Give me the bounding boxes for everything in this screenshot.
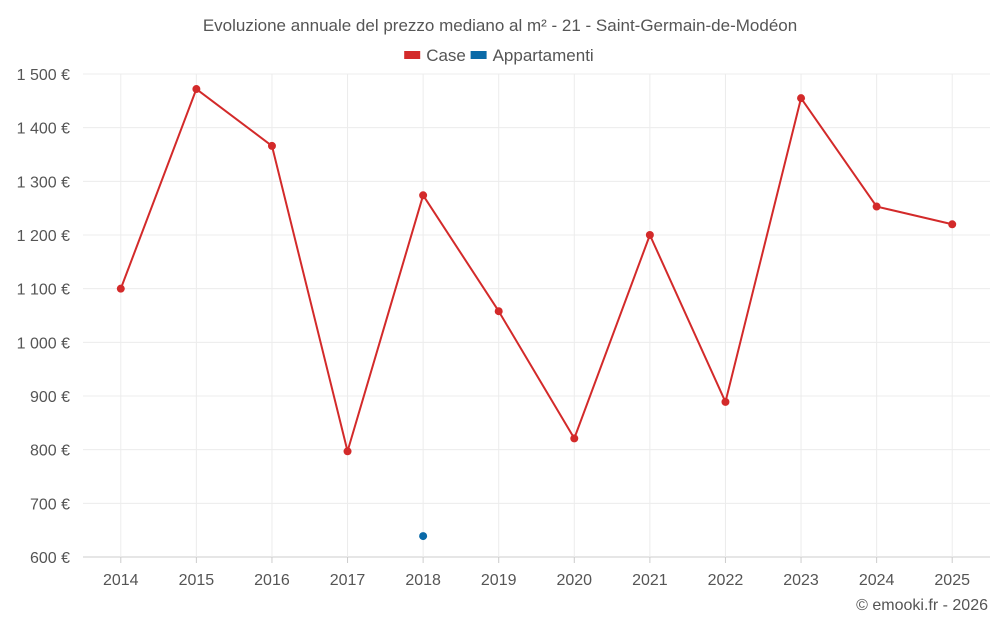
y-tick-label: 800 € [30,443,70,460]
y-tick-label: 1 100 € [17,282,70,299]
legend-item-appartamenti[interactable]: Appartamenti [470,46,594,65]
legend-label: Case [426,46,466,65]
data-point-case[interactable] [645,231,654,239]
y-tick-label: 1 500 € [17,67,70,84]
x-tick-label: 2019 [481,572,517,589]
x-tick-label: 2018 [405,572,441,589]
legend-label: Appartamenti [493,46,594,65]
data-point-case[interactable] [419,191,428,200]
data-point-case[interactable] [192,85,201,94]
data-point-case[interactable] [116,284,125,293]
data-point-case[interactable] [872,202,881,211]
x-tick-label: 2024 [859,572,895,589]
y-tick-label: 1 200 € [17,228,70,245]
data-point-case[interactable] [570,434,579,443]
legend-swatch [404,51,421,59]
data-point-case[interactable] [343,447,352,456]
x-tick-label: 2025 [934,572,970,589]
data-point-case[interactable] [948,220,957,229]
legend-swatch [470,51,487,59]
grid [83,73,990,558]
y-tick-label: 700 € [30,496,70,513]
x-tick-label: 2017 [330,572,366,589]
data-point-appartamenti[interactable] [419,532,428,541]
legend-item-case[interactable]: Case [404,46,466,65]
y-tick-label: 900 € [30,389,70,406]
data-point-case[interactable] [494,307,503,316]
x-tick-label: 2015 [179,572,215,589]
x-tick-label: 2016 [254,572,290,589]
data-point-case[interactable] [797,94,806,103]
y-tick-label: 1 400 € [17,121,70,138]
x-tick-label: 2023 [783,572,819,589]
legend[interactable]: Case Appartamenti [404,46,594,65]
y-tick-label: 1 300 € [17,174,70,191]
series-layer [116,85,957,541]
data-point-case[interactable] [721,397,730,406]
y-axis: 600 € 700 € 800 € 900 € 1 000 € 1 100 € 1 200 … [17,67,70,567]
x-axis: 2014 2015 2016 2017 2018 2019 2020 2021 2022 2023… [103,557,970,589]
series-line-case [119,88,953,453]
y-tick-label: 600 € [30,550,70,567]
credit-text: © emooki.fr - 2026 [856,597,988,614]
chart-title: Evoluzione annuale del prezzo mediano al… [203,16,797,35]
data-point-case[interactable] [267,141,276,150]
y-tick-label: 1 000 € [17,335,70,352]
x-tick-label: 2020 [556,572,592,589]
x-tick-label: 2021 [632,572,668,589]
x-tick-label: 2022 [708,572,744,589]
x-tick-label: 2014 [103,572,139,589]
